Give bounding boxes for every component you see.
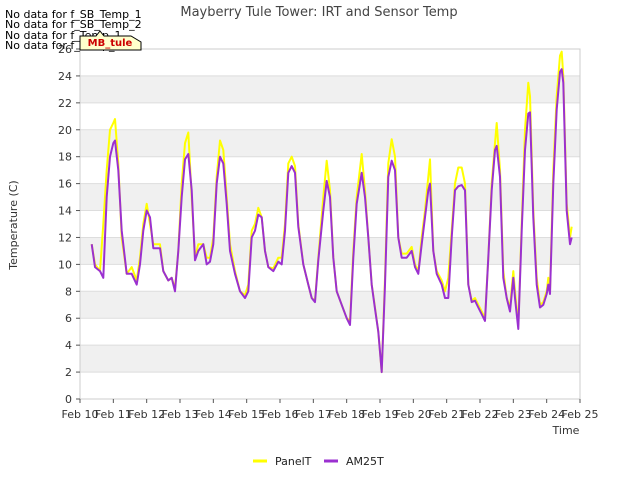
legend: PanelT AM25T [253, 455, 384, 468]
tooltip-text: MB_tule [88, 38, 133, 49]
x-tick-label: Feb 14 [195, 408, 232, 421]
y-tick-label: 0 [65, 393, 72, 406]
legend-label-am25t: AM25T [346, 455, 384, 468]
x-tick-label: Feb 21 [428, 408, 465, 421]
x-tick-label: Feb 12 [128, 408, 165, 421]
y-tick-label: 8 [65, 285, 72, 298]
x-tick-label: Feb 15 [228, 408, 265, 421]
y-tick-label: 12 [58, 231, 72, 244]
x-tick-label: Feb 18 [328, 408, 365, 421]
grid-band [80, 291, 580, 319]
plot-frame [79, 48, 581, 400]
no-data-message-2: No data for f_SB_Temp_2 [5, 18, 142, 31]
x-tick-label: Feb 20 [395, 408, 432, 421]
x-tick-label: Feb 22 [462, 408, 499, 421]
chart-title: Mayberry Tule Tower: IRT and Sensor Temp [180, 5, 457, 20]
y-tick-label: 4 [65, 339, 72, 352]
series-layer [90, 50, 573, 374]
tooltip-box: MB_tule [79, 30, 142, 51]
grid-band [80, 75, 580, 103]
x-tick-label: Feb 13 [162, 408, 199, 421]
y-tick-label: 26 [58, 43, 72, 56]
plot-area [80, 49, 580, 399]
x-tick-label: Feb 17 [295, 408, 332, 421]
y-tick-label: 10 [58, 258, 72, 271]
x-tick-label: Feb 23 [495, 408, 532, 421]
plot-background-bands [80, 48, 580, 400]
y-tick-label: 16 [58, 178, 72, 191]
y-tick-label: 2 [65, 366, 72, 379]
grid-band [80, 345, 580, 373]
y-tick-label: 14 [58, 205, 72, 218]
y-tick-label: 6 [65, 312, 72, 325]
series-line-am25t [90, 68, 573, 374]
y-tick-label: 18 [58, 151, 72, 164]
x-axis-label: Time [552, 424, 580, 437]
grid-band [80, 237, 580, 265]
grid-band [80, 129, 580, 157]
y-tick-label: 20 [58, 124, 72, 137]
y-tick-label: 24 [58, 70, 72, 83]
x-tick-label: Feb 24 [528, 408, 565, 421]
x-tick-label: Feb 10 [62, 408, 99, 421]
y-tick-label: 22 [58, 97, 72, 110]
x-tick-label: Feb 19 [362, 408, 399, 421]
tooltip-shape [79, 30, 142, 51]
x-tick-label: Feb 11 [95, 408, 132, 421]
x-tick-label: Feb 25 [562, 408, 599, 421]
x-tick-label: Feb 16 [262, 408, 299, 421]
y-axis-label: Temperature (C) [7, 180, 20, 270]
legend-label-panelt: PanelT [275, 455, 312, 468]
no-data-message-1: No data for f_SB_Temp_1 [5, 8, 142, 21]
